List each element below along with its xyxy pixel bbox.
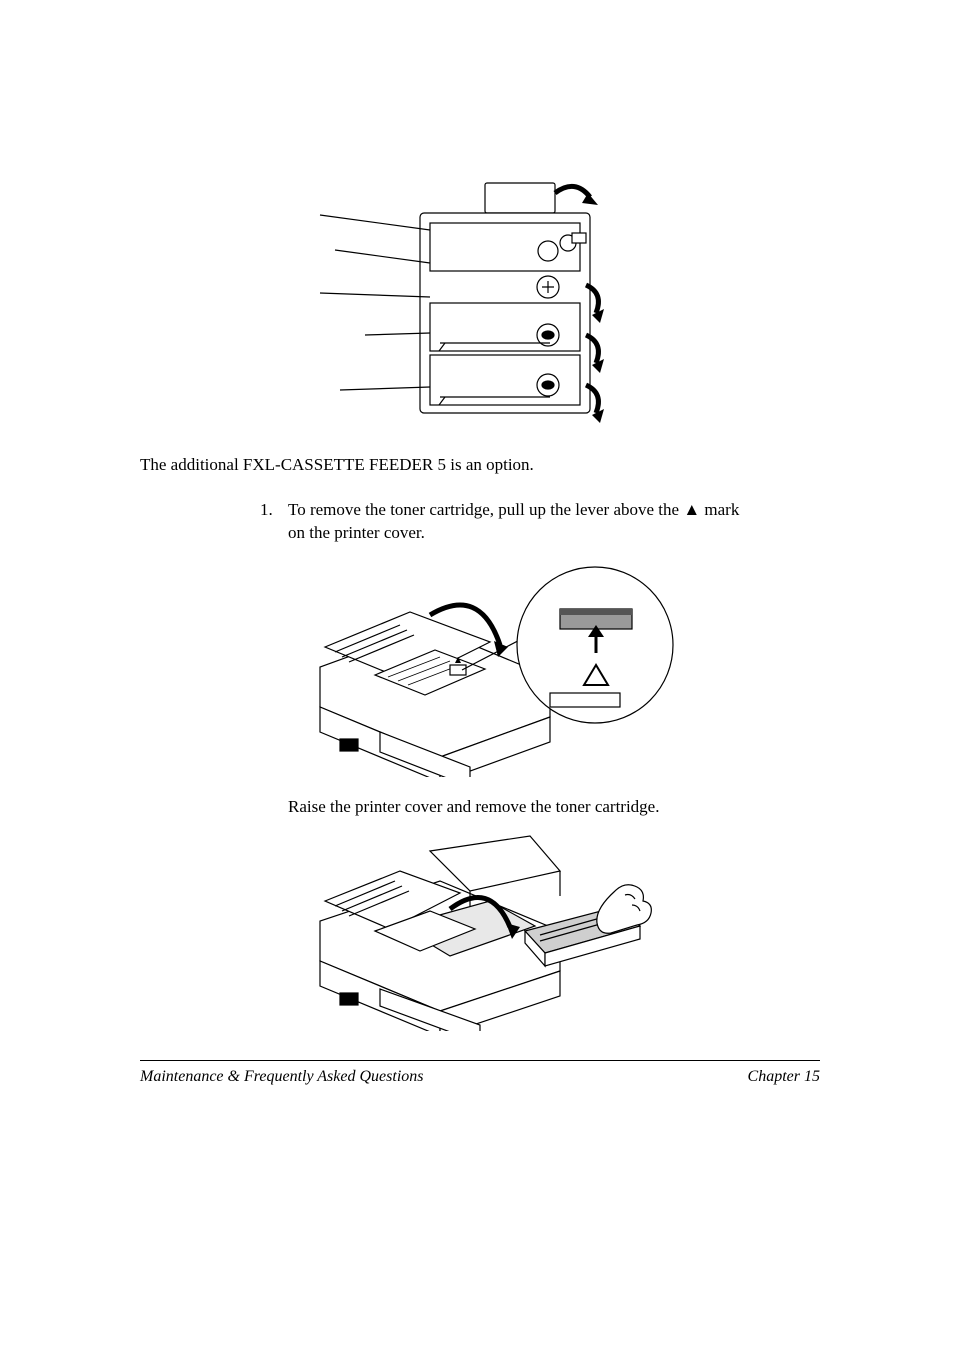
sub-instruction: Raise the printer cover and remove the t… [288,797,820,817]
step-number: 1. [260,499,288,545]
step-1: 1. To remove the toner cartridge, pull u… [260,499,740,545]
figure-lever-callout [140,557,820,777]
step-text-before: To remove the toner cartridge, pull up t… [288,500,683,519]
intro-paragraph: The additional FXL-CASSETTE FEEDER 5 is … [140,455,820,475]
triangle-mark-icon: ▲ [683,499,700,522]
page-footer: Maintenance & Frequently Asked Questions… [140,1068,820,1086]
instruction-list: 1. To remove the toner cartridge, pull u… [260,499,740,545]
remove-toner-illustration [280,831,680,1031]
footer-rule [140,1060,820,1061]
page-body: The additional FXL-CASSETTE FEEDER 5 is … [140,175,820,1051]
figure-cassette-feeder [140,175,820,435]
footer-right: Chapter 15 [748,1068,820,1086]
footer-left: Maintenance & Frequently Asked Questions [140,1068,423,1086]
cassette-feeder-illustration [310,175,650,435]
step-text: To remove the toner cartridge, pull up t… [288,499,740,545]
figure-remove-toner [140,831,820,1031]
printer-lever-illustration [280,557,680,777]
